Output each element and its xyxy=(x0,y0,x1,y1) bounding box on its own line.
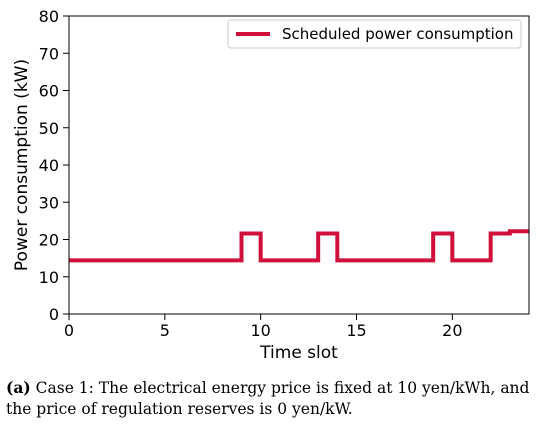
y-tick-label: 0 xyxy=(49,305,59,324)
x-tick-label: 15 xyxy=(346,321,366,340)
y-tick-label: 50 xyxy=(39,119,59,138)
y-tick-label: 10 xyxy=(39,268,59,287)
chart: 0 5 10 15 20 0 10 20 30 40 50 60 70 80 Time slot Powe… xyxy=(12,7,530,363)
plot-area xyxy=(68,15,530,315)
legend: Scheduled power consumption xyxy=(227,19,522,49)
figure-caption: (a) Case 1: The electrical energy price … xyxy=(6,377,546,420)
legend-box xyxy=(227,19,522,49)
legend-label: Scheduled power consumption xyxy=(282,25,513,43)
caption-text: Case 1: The electrical energy price is f… xyxy=(6,379,530,418)
caption-label: (a) xyxy=(6,378,31,397)
x-tick-label: 0 xyxy=(64,321,74,340)
axes-frame xyxy=(68,15,530,315)
x-tick-label: 5 xyxy=(160,321,170,340)
x-axis-label: Time slot xyxy=(259,343,338,363)
axes-ticks: 0 5 10 15 20 0 10 20 30 40 50 60 70 80 xyxy=(39,7,463,340)
x-tick-label: 10 xyxy=(250,321,270,340)
y-tick-label: 20 xyxy=(39,231,59,250)
y-tick-label: 80 xyxy=(39,7,59,26)
series-line-0 xyxy=(69,229,529,263)
y-tick-label: 60 xyxy=(39,82,59,101)
x-tick-label: 20 xyxy=(442,321,462,340)
y-axis-label: Power consumption (kW) xyxy=(12,59,32,271)
y-tick-label: 30 xyxy=(39,193,59,212)
y-tick-label: 40 xyxy=(39,156,59,175)
y-tick-label: 70 xyxy=(39,44,59,63)
